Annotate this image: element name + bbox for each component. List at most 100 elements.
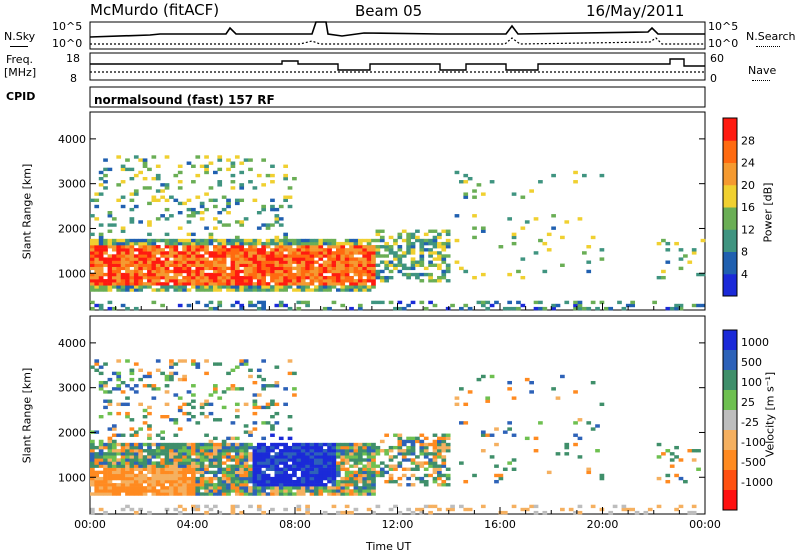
power-cell (94, 245, 100, 249)
power-cell (90, 232, 95, 237)
power-cell (239, 254, 245, 258)
vel-cell (195, 483, 201, 487)
power-cell (590, 235, 596, 240)
vel-cell (573, 390, 578, 394)
power-cell (296, 248, 302, 252)
power-cell (125, 260, 130, 264)
power-cell (195, 282, 201, 286)
power-cell (230, 164, 236, 168)
power-cell (274, 279, 280, 283)
vel-cell (292, 393, 297, 397)
vel-cell (256, 486, 262, 490)
vel-cell (252, 473, 258, 478)
power-cell (252, 254, 258, 258)
power-cell (454, 170, 460, 175)
vel-cell (533, 436, 539, 441)
power-cell (283, 266, 288, 271)
power-cell (322, 269, 328, 274)
power-cell (327, 266, 332, 271)
vel-cell (322, 449, 328, 453)
vel-cell (116, 371, 122, 376)
vel-cell (300, 489, 306, 493)
vel-cell (309, 458, 315, 462)
vel-cell (213, 390, 218, 394)
vel-cell (322, 461, 328, 465)
vel-cell (393, 433, 398, 437)
vel-cell (221, 492, 227, 496)
vel-cell (164, 390, 170, 394)
vel-cell (494, 464, 499, 468)
vel-cell (116, 374, 122, 379)
vel-cell (318, 492, 324, 496)
power-cell (441, 241, 447, 246)
vel-cell (98, 445, 104, 450)
vel-cell (432, 445, 438, 450)
vel-cell (511, 433, 517, 437)
vel-cell (226, 492, 231, 496)
power-cell (173, 288, 179, 292)
vel-cell (164, 486, 170, 490)
vel-cell (406, 507, 411, 512)
vel-cell (213, 461, 218, 465)
vel-cell (208, 479, 214, 484)
vel-cell (182, 442, 187, 447)
vel-cell (489, 455, 495, 459)
power-cell (155, 217, 161, 221)
vel-ytick-label: 4000 (58, 337, 86, 350)
power-cell (129, 263, 135, 267)
vel-cell (217, 362, 223, 366)
vel-cell (634, 510, 640, 515)
power-cell (463, 173, 469, 178)
vel-cell (300, 452, 306, 456)
vel-cell (630, 507, 636, 512)
power-cell (182, 282, 187, 286)
vel-cell (230, 436, 236, 441)
power-cell (129, 288, 135, 292)
vel-cell (393, 455, 398, 459)
power-cell (221, 245, 227, 249)
power-cell (309, 266, 315, 271)
power-cell (221, 195, 227, 199)
vel-cell (217, 461, 223, 465)
vel-cell (164, 479, 170, 484)
vel-cell (437, 436, 442, 441)
power-cell (147, 238, 152, 243)
power-cell (327, 263, 332, 267)
vel-cell (90, 492, 95, 496)
power-cell (107, 275, 113, 280)
power-cell (138, 288, 144, 292)
vel-cell (283, 483, 288, 487)
power-cell (116, 260, 122, 264)
vel-cell (406, 483, 411, 487)
power-cell (234, 251, 240, 255)
power-cell (169, 275, 174, 280)
power-cell (182, 254, 187, 258)
vel-cell (160, 467, 165, 471)
vel-cell (305, 510, 310, 515)
vel-cell (397, 445, 403, 450)
power-cell (314, 288, 319, 292)
vel-cell (164, 458, 170, 462)
power-cell (287, 251, 293, 255)
vel-cell (265, 402, 271, 407)
vel-cell (147, 461, 152, 465)
vel-cell (230, 455, 236, 459)
power-cell (265, 266, 271, 271)
vel-cell (226, 476, 231, 481)
vel-cell (375, 464, 381, 468)
power-ytick-label: 1000 (58, 267, 86, 280)
power-cell (476, 183, 482, 187)
power-cell (331, 282, 337, 286)
power-cell (133, 269, 139, 274)
vel-cell (314, 452, 319, 456)
vel-cell (678, 476, 684, 481)
vel-cell (94, 479, 100, 484)
vel-cell (287, 486, 293, 490)
power-cell (155, 176, 161, 181)
power-cell (138, 238, 144, 243)
power-cell (98, 254, 104, 258)
vel-cell (322, 467, 328, 471)
power-cell (155, 260, 161, 264)
power-cell (186, 257, 192, 261)
